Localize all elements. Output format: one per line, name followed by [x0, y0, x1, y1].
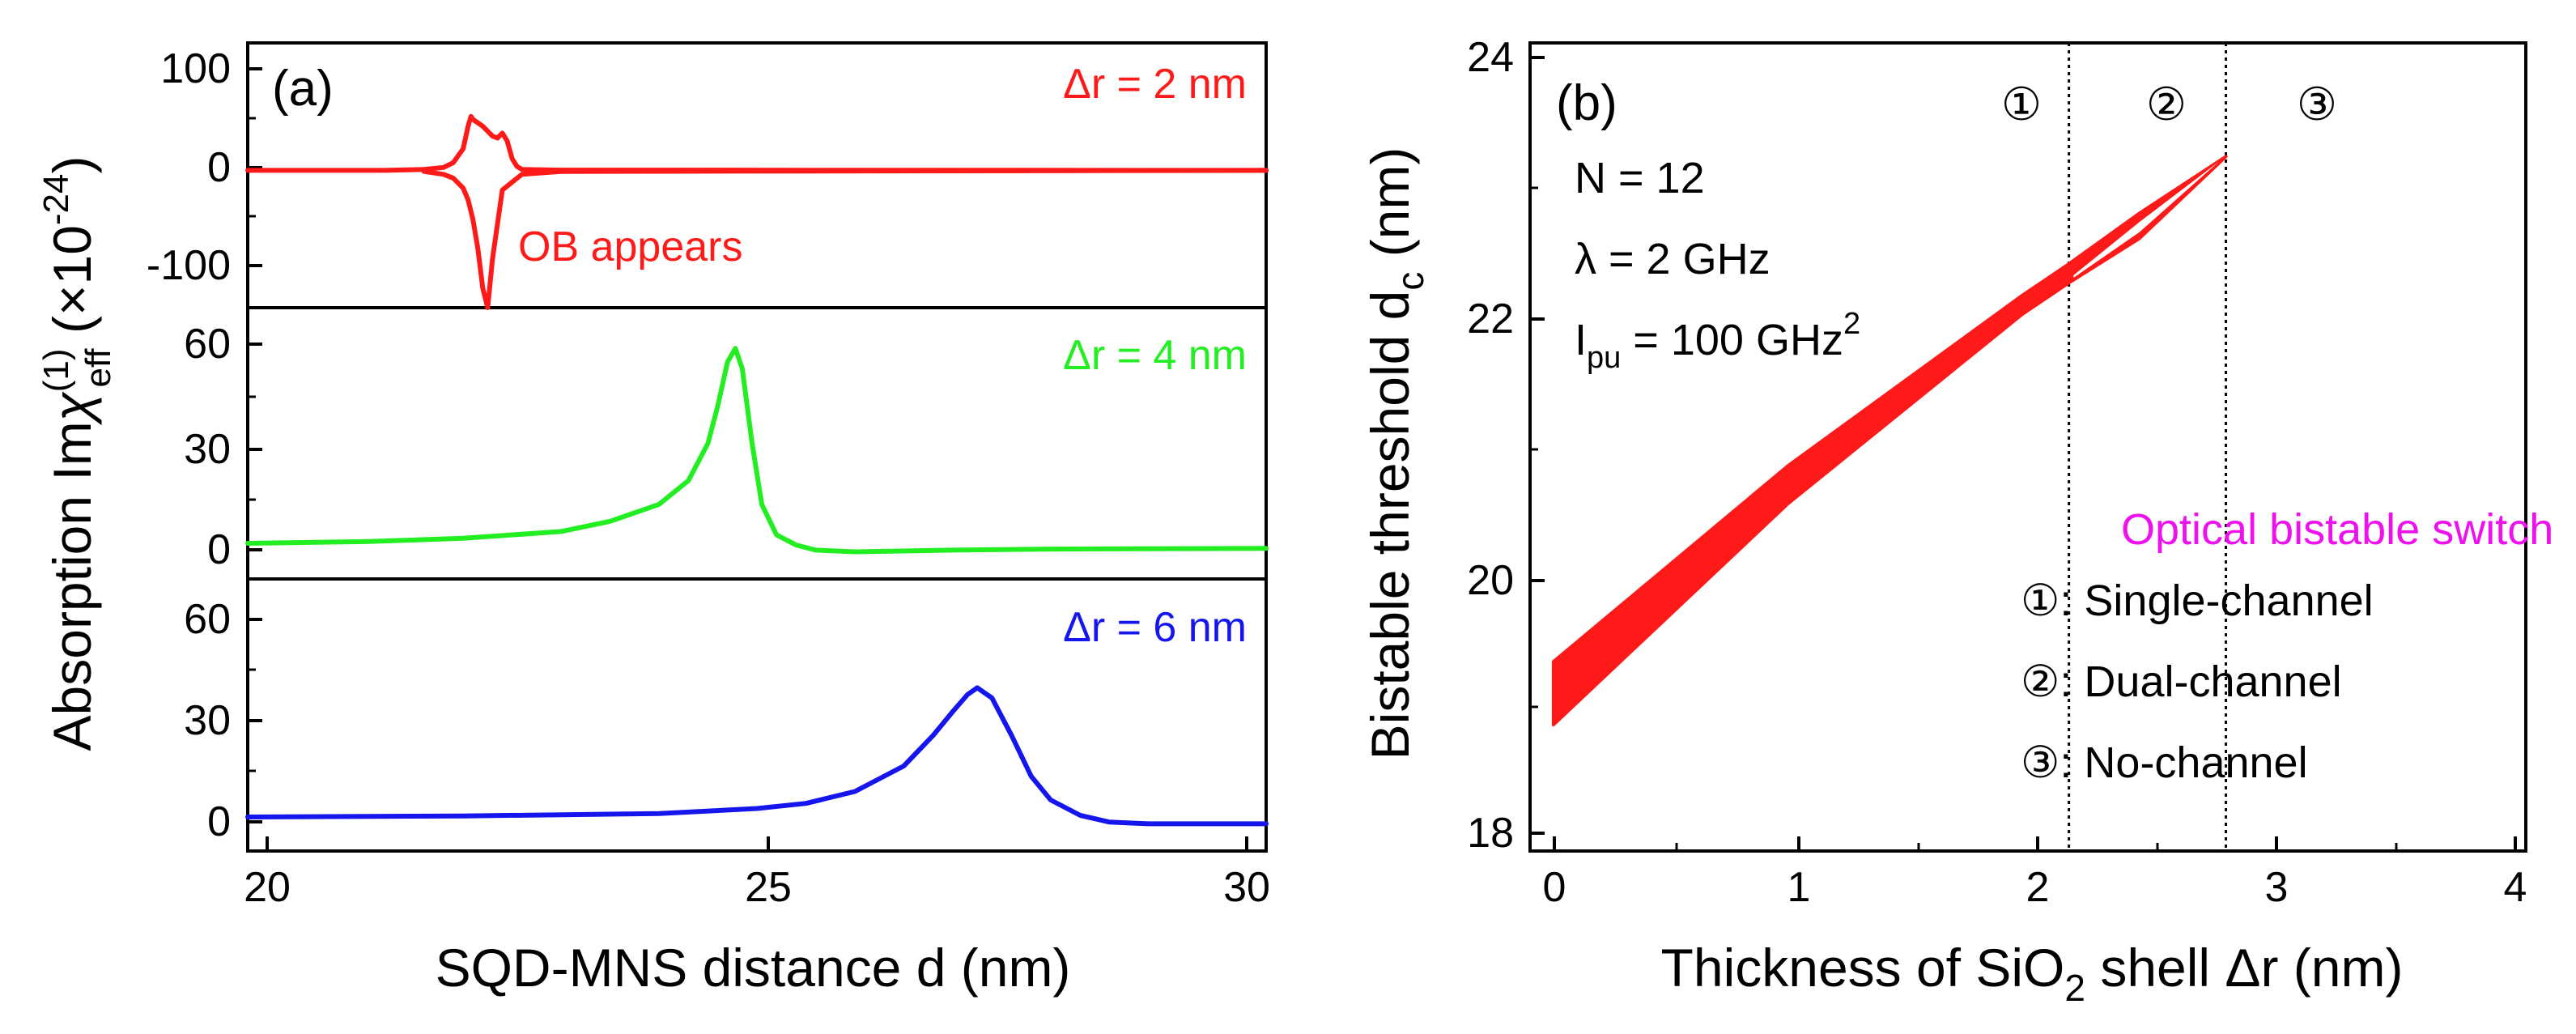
xtick-label: 4	[2504, 864, 2527, 911]
ytick-label: 100	[160, 45, 231, 92]
legend-item-single: ①: Single-channel	[2021, 577, 2374, 625]
panel-a: 100 0 -100 60 30 0 60 30 0	[36, 41, 1270, 998]
subplot-1-yticks: 100 0 -100	[147, 45, 262, 289]
ytick-label: 30	[184, 697, 231, 744]
ytick-label: 30	[184, 426, 231, 473]
bistable-band-gap	[2073, 161, 2219, 278]
xtick-label: 1	[1787, 864, 1811, 911]
ytick-label: 0	[207, 144, 231, 191]
panel-a-xlabel: SQD-MNS distance d (nm)	[436, 938, 1071, 998]
ytick-label: 24	[1467, 34, 1514, 81]
subplot-3-frame	[246, 577, 1268, 853]
ytick-label: 0	[207, 526, 231, 573]
xlabel-sub: 2	[2064, 967, 2085, 1009]
ylabel-sub: eff	[79, 348, 118, 388]
panel-a-xticks: 20 25 30	[244, 836, 1270, 911]
ylabel-exp: -24	[36, 173, 76, 225]
panel-b-xlabel: Thickness of SiO2 shell Δr (nm)	[1661, 938, 2404, 1009]
subplot-1-legend: Δr = 2 nm	[1063, 61, 1247, 108]
ytick-label: 22	[1467, 296, 1514, 343]
region-label-1: ①	[2001, 79, 2042, 130]
xlabel-post: shell Δr (nm)	[2085, 938, 2403, 998]
panel-b-ylabel: Bistable threshold dc (nm)	[1360, 147, 1431, 760]
legend-item-none: ③: No-channel	[2021, 738, 2308, 787]
xtick-label: 20	[244, 864, 291, 911]
ytick-label: 60	[184, 596, 231, 643]
ylabel-post: (nm)	[1360, 147, 1420, 272]
panel-a-label: (a)	[272, 61, 334, 117]
xtick-label: 3	[2265, 864, 2289, 911]
xlabel-pre: Thickness of SiO	[1661, 938, 2065, 998]
curve-1	[245, 113, 476, 173]
ob-annotation: OB appears	[518, 223, 743, 270]
panel-a-ylabel: Absorption Imχ(1)eff (×10-24)	[36, 156, 118, 751]
ytick-label: 0	[207, 798, 231, 845]
ylabel-factor: (×10	[42, 225, 102, 348]
curve-2	[245, 346, 1269, 555]
panel-a-curves	[245, 113, 1269, 827]
curve-3	[245, 685, 1269, 827]
curve-1	[421, 168, 1269, 310]
param-ipu-sub: pu	[1587, 341, 1621, 375]
panel-b: 24 22 20 18 0 1 2 3 4 ① ② ③ (b)	[1360, 34, 2553, 1009]
xtick-label: 0	[1543, 864, 1566, 911]
ylabel-sub: c	[1389, 272, 1431, 291]
ylabel-sup: (1)	[36, 348, 76, 392]
xtick-label: 25	[745, 864, 792, 911]
ytick-label: 20	[1467, 557, 1514, 604]
xtick-label: 30	[1223, 864, 1270, 911]
param-ipu-post: = 100 GHz	[1621, 316, 1843, 364]
param-ipu-sup: 2	[1843, 307, 1860, 341]
param-ipu-pre: I	[1575, 316, 1587, 364]
xtick-label: 2	[2026, 864, 2050, 911]
param-n: N = 12	[1575, 154, 1705, 202]
param-lambda: λ = 2 GHz	[1575, 235, 1770, 283]
ytick-label: -100	[147, 242, 231, 289]
ylabel-pre: Bistable threshold d	[1360, 291, 1420, 760]
subplot-3-legend: Δr = 6 nm	[1063, 604, 1247, 651]
legend-item-dual: ②: Dual-channel	[2021, 657, 2342, 706]
ytick-label: 60	[184, 321, 231, 368]
ylabel-close: )	[42, 156, 102, 174]
panel-b-frame	[1528, 41, 2527, 853]
region-label-3: ③	[2297, 79, 2337, 130]
param-ipu: Ipu = 100 GHz2	[1575, 307, 1860, 375]
panel-b-xticks: 0 1 2 3 4	[1543, 836, 2527, 911]
curve-1	[470, 117, 1269, 173]
ylabel-symbol: χ	[42, 391, 102, 425]
panel-b-label: (b)	[1556, 75, 1617, 131]
legend-title: Optical bistable switch	[2121, 505, 2553, 554]
ytick-label: 18	[1467, 810, 1514, 857]
subplot-3-yticks: 60 30 0	[184, 596, 262, 845]
panel-b-plot	[1551, 43, 2228, 851]
region-label-2: ②	[2146, 79, 2187, 130]
ylabel-prefix: Absorption Im	[42, 421, 102, 751]
subplot-2-yticks: 60 30 0	[184, 321, 262, 573]
panel-b-yticks: 24 22 20 18	[1467, 34, 1545, 857]
subplot-2-legend: Δr = 4 nm	[1063, 332, 1247, 379]
